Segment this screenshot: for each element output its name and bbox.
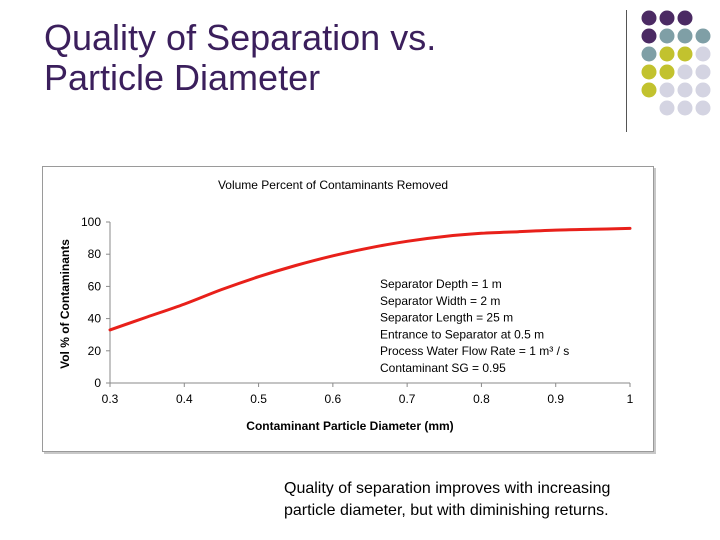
decorative-dot xyxy=(677,46,693,62)
title-line-2: Particle Diameter xyxy=(44,57,321,98)
decorative-dot xyxy=(695,64,711,80)
y-tick-label: 80 xyxy=(88,247,102,261)
decorative-dot xyxy=(659,100,675,116)
x-tick-label: 0.5 xyxy=(250,392,267,406)
series-line xyxy=(108,226,632,332)
x-axis-label: Contaminant Particle Diameter (mm) xyxy=(246,419,453,433)
chart-annotation-line: Separator Length = 25 m xyxy=(380,311,513,325)
x-tick-label: 1 xyxy=(627,392,634,406)
decorative-dot xyxy=(695,82,711,98)
x-tick-label: 0.7 xyxy=(399,392,416,406)
decorative-dot xyxy=(659,64,675,80)
decorative-dot xyxy=(677,10,693,26)
decorative-divider xyxy=(626,10,627,132)
x-tick-label: 0.8 xyxy=(473,392,490,406)
chart-container: Volume Percent of Contaminants Removed C… xyxy=(42,166,654,452)
chart-annotation-line: Separator Depth = 1 m xyxy=(380,277,502,291)
y-tick-label: 0 xyxy=(94,376,101,390)
decorative-dot xyxy=(641,82,657,98)
line-chart: Volume Percent of Contaminants Removed C… xyxy=(58,178,634,433)
decorative-dot xyxy=(659,28,675,44)
x-tick-label: 0.6 xyxy=(325,392,342,406)
y-tick-label: 100 xyxy=(81,215,101,229)
decorative-dot xyxy=(677,64,693,80)
chart-annotation-line: Process Water Flow Rate = 1 m³ / s xyxy=(380,344,569,358)
y-tick-label: 20 xyxy=(88,344,102,358)
decorative-dot xyxy=(677,100,693,116)
decorative-dot xyxy=(677,28,693,44)
slide-caption: Quality of separation improves with incr… xyxy=(284,478,684,522)
y-tick-label: 60 xyxy=(88,279,102,293)
caption-line-2: particle diameter, but with diminishing … xyxy=(284,502,609,519)
decorative-dot-grid xyxy=(641,10,711,116)
y-axis-label: Vol % of Contaminants xyxy=(58,239,72,369)
decorative-dot xyxy=(641,64,657,80)
x-tick-label: 0.4 xyxy=(176,392,193,406)
y-tick-label: 40 xyxy=(88,312,102,326)
decorative-dot xyxy=(659,46,675,62)
decorative-dot xyxy=(695,28,711,44)
chart-annotation-line: Contaminant SG = 0.95 xyxy=(380,361,506,375)
decorative-dot xyxy=(641,28,657,44)
decorative-dot xyxy=(695,100,711,116)
decorative-dot xyxy=(677,82,693,98)
x-tick-label: 0.3 xyxy=(102,392,119,406)
decorative-dot xyxy=(641,46,657,62)
chart-annotation-line: Entrance to Separator at 0.5 m xyxy=(380,327,544,341)
title-line-1: Quality of Separation vs. xyxy=(44,17,437,58)
decorative-dot xyxy=(695,46,711,62)
caption-line-1: Quality of separation improves with incr… xyxy=(284,480,611,497)
chart-annotation-line: Separator Width = 2 m xyxy=(380,294,500,308)
decorative-dot xyxy=(659,82,675,98)
x-tick-label: 0.9 xyxy=(547,392,564,406)
decorative-dot xyxy=(659,10,675,26)
chart-title: Volume Percent of Contaminants Removed xyxy=(218,178,448,192)
slide-title: Quality of Separation vs. Particle Diame… xyxy=(44,18,604,98)
decorative-dot xyxy=(641,10,657,26)
